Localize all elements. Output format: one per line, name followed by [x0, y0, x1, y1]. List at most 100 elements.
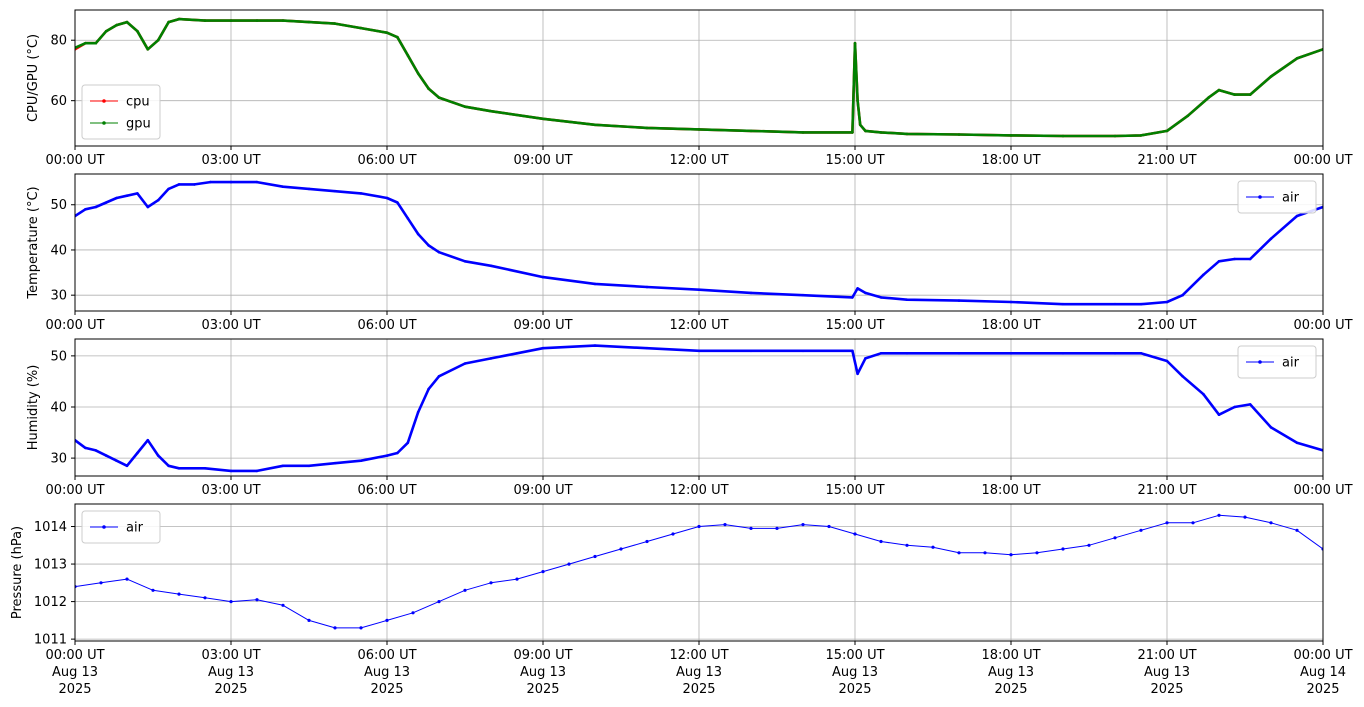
- data-point: [437, 600, 441, 604]
- data-point: [463, 105, 467, 108]
- data-point: [463, 588, 467, 592]
- y-axis-label: Temperature (°C): [26, 186, 41, 299]
- data-point: [437, 375, 441, 378]
- data-point: [1061, 134, 1065, 138]
- data-point: [697, 128, 701, 131]
- data-point: [416, 410, 420, 414]
- data-point: [1217, 513, 1221, 517]
- x-tick-label: 00:00 UT: [1293, 153, 1352, 168]
- data-point: [385, 196, 389, 200]
- data-point: [146, 48, 150, 51]
- x-tick-label: 06:00 UT: [357, 483, 416, 498]
- data-point: [146, 205, 150, 209]
- data-point: [1165, 359, 1169, 363]
- data-point: [957, 133, 961, 136]
- data-point: [879, 352, 883, 355]
- data-point: [84, 41, 87, 45]
- data-point: [125, 577, 129, 581]
- data-point: [396, 451, 399, 455]
- data-point: [281, 464, 285, 468]
- data-point: [156, 38, 160, 42]
- legend-swatch-marker: [1258, 360, 1262, 364]
- data-point: [489, 109, 493, 113]
- data-point: [281, 19, 285, 22]
- data-point: [957, 352, 961, 355]
- data-point: [1061, 352, 1065, 355]
- data-point: [1217, 413, 1221, 417]
- legend: air: [1237, 345, 1317, 379]
- data-point: [856, 372, 859, 376]
- data-point: [1233, 257, 1236, 261]
- plot-area: [75, 513, 1323, 630]
- data-point: [645, 539, 649, 544]
- data-point: [1202, 273, 1205, 277]
- x-tick-year-label: 2025: [370, 682, 403, 697]
- x-tick-year-label: 2025: [994, 682, 1027, 697]
- data-point: [489, 581, 493, 585]
- x-tick-label: 09:00 UT: [513, 318, 572, 333]
- data-point: [619, 547, 623, 551]
- data-point: [156, 454, 160, 457]
- x-tick-label: 06:00 UT: [357, 153, 416, 168]
- series-line-air: [75, 180, 1323, 306]
- data-point: [864, 129, 867, 133]
- data-point: [856, 99, 859, 102]
- x-tick-label: 21:00 UT: [1137, 153, 1196, 168]
- data-point: [801, 349, 805, 353]
- data-point: [879, 296, 883, 299]
- data-point: [645, 126, 649, 130]
- data-point: [104, 454, 108, 457]
- y-tick-label: 1011: [34, 633, 67, 648]
- data-point: [1165, 129, 1169, 133]
- data-point: [1009, 134, 1013, 137]
- y-tick-label: 1014: [34, 520, 67, 535]
- x-tick-date-label: Aug 13: [676, 665, 722, 680]
- legend-frame: [81, 84, 161, 140]
- legend: air: [81, 510, 161, 544]
- data-point: [203, 467, 207, 470]
- data-point: [333, 626, 337, 630]
- data-point: [749, 291, 753, 295]
- data-point: [333, 189, 337, 193]
- x-tick-date-label: Aug 13: [52, 665, 98, 680]
- data-point: [1217, 88, 1221, 92]
- data-point: [136, 192, 139, 195]
- data-point: [1035, 551, 1039, 555]
- panel-3: 00:00 UT 03:00 UT 06:00 UT 09:00 UT 12:00 UT…: [26, 338, 1353, 498]
- x-tick-year-label: 2025: [58, 682, 91, 697]
- data-point: [229, 600, 233, 604]
- series-markers-gpu: [75, 17, 1323, 138]
- data-point: [115, 196, 118, 200]
- x-tick-year-label: 2025: [214, 682, 247, 697]
- data-point: [541, 570, 545, 574]
- data-point: [697, 524, 701, 529]
- data-point: [307, 464, 311, 468]
- x-tick-date-label: Aug 13: [1144, 665, 1190, 680]
- data-point: [879, 539, 883, 544]
- data-point: [94, 205, 98, 209]
- x-tick-label: 21:00 UT: [1137, 318, 1196, 333]
- data-point: [905, 132, 909, 136]
- data-point: [406, 441, 410, 445]
- x-tick-year-label: 2025: [1306, 682, 1339, 697]
- x-tick-label: 15:00 UT: [825, 648, 884, 663]
- axes-frame: [74, 503, 1324, 642]
- plot-area: [75, 344, 1323, 473]
- data-point: [281, 185, 285, 188]
- data-point: [1009, 553, 1013, 557]
- x-tick-label: 09:00 UT: [513, 153, 572, 168]
- x-tick-year-label: 2025: [526, 682, 559, 697]
- data-point: [1217, 260, 1221, 263]
- data-point: [406, 217, 410, 220]
- data-point: [1087, 543, 1091, 547]
- data-point: [229, 180, 233, 184]
- y-tick-label: 40: [50, 243, 67, 258]
- x-tick-label: 09:00 UT: [513, 483, 572, 498]
- data-point: [427, 87, 430, 90]
- data-point: [645, 285, 649, 289]
- data-point: [1191, 521, 1195, 525]
- legend-swatch-marker: [102, 99, 106, 103]
- data-point: [957, 299, 961, 302]
- data-point: [94, 41, 98, 45]
- x-tick-label: 12:00 UT: [669, 318, 728, 333]
